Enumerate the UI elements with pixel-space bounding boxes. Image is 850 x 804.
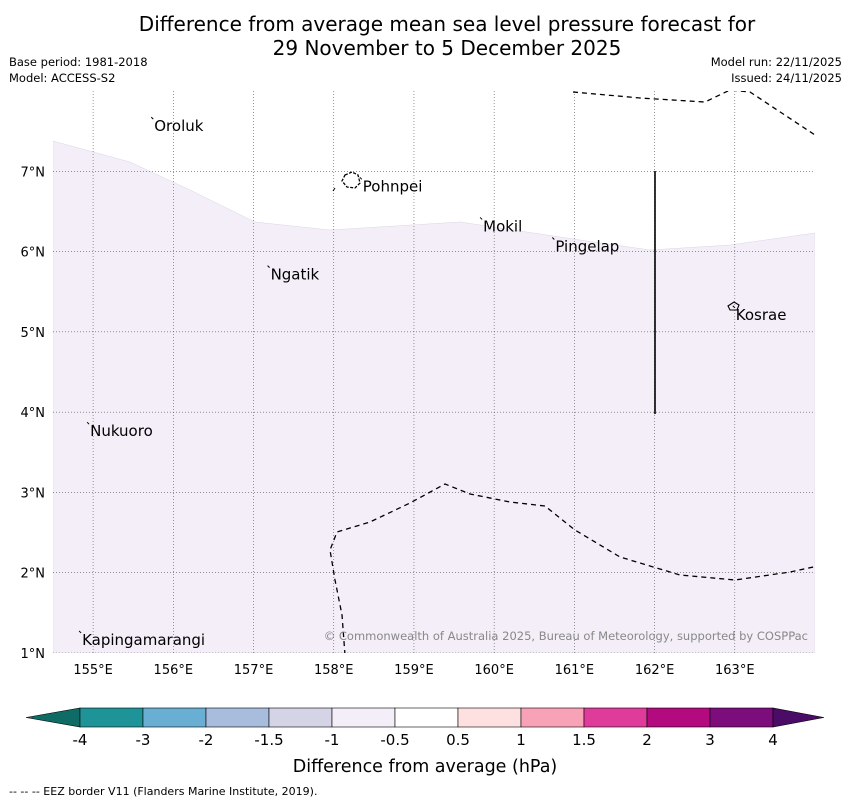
lat-tick-label: 7°N xyxy=(21,165,46,180)
lat-tick-label: 5°N xyxy=(21,326,46,341)
colorbar-high-extend xyxy=(772,707,825,728)
place-marker xyxy=(732,305,736,309)
map-area: Oroluk Pohnpei Mokil Pingelap Ngatik Kosrae Nu… xyxy=(53,91,815,653)
place-label: Kosrae xyxy=(736,306,787,324)
place-label: Oroluk xyxy=(154,117,203,135)
axis-labels: 155°E 156°E 157°E 158°E 159°E 160°E 161°E 162°E… xyxy=(21,165,755,678)
place-marker xyxy=(359,176,363,180)
place-label: Kapingamarangi xyxy=(82,631,205,649)
colorbar-tick-label: 4 xyxy=(768,731,778,749)
colorbar-tick-label: -1.5 xyxy=(254,731,283,749)
colorbar-tick-label: -4 xyxy=(73,731,88,749)
negative-anomaly-region xyxy=(53,140,815,653)
place-label: Pohnpei xyxy=(363,177,423,195)
colorbar-swatch xyxy=(142,707,207,728)
lon-tick-label: 161°E xyxy=(555,663,595,678)
colorbar-swatch xyxy=(709,707,774,728)
place-marker xyxy=(267,265,270,268)
lon-tick-label: 158°E xyxy=(314,663,354,678)
colorbar-tick-label: 2 xyxy=(642,731,652,749)
colorbar-swatch xyxy=(457,707,522,728)
place-marker xyxy=(479,217,483,220)
model-name: Model: ACCESS-S2 xyxy=(9,71,116,85)
place-label: Nukuoro xyxy=(90,422,153,440)
colorbar-swatch xyxy=(331,707,396,728)
colorbar-tick-label: 1.5 xyxy=(572,731,596,749)
model-run: Model run: 22/11/2025 xyxy=(710,55,842,69)
colorbar-tick-label: 0.5 xyxy=(446,731,470,749)
place-marker xyxy=(86,421,90,425)
base-period: Base period: 1981-2018 xyxy=(9,55,148,69)
title-line-2: 29 November to 5 December 2025 xyxy=(272,36,622,60)
kosrae-island-outline xyxy=(727,301,740,311)
eez-border-north xyxy=(572,91,815,136)
lat-tick-label: 4°N xyxy=(21,406,46,421)
pohnpei-island-outline xyxy=(341,171,361,189)
colorbar-swatch xyxy=(583,707,648,728)
place-label: Ngatik xyxy=(271,266,320,284)
lon-tick-label: 155°E xyxy=(73,663,113,678)
lon-tick-label: 156°E xyxy=(154,663,194,678)
lon-tick-label: 157°E xyxy=(234,663,274,678)
place-marker xyxy=(78,630,82,634)
colorbar-swatch xyxy=(205,707,270,728)
colorbar-tick-label: 1 xyxy=(516,731,526,749)
islet-mark xyxy=(332,187,336,192)
place-marker xyxy=(551,237,555,240)
place-marker xyxy=(150,116,154,120)
map-title: Difference from average mean sea level p… xyxy=(0,12,850,60)
eez-footnote: -- -- -- EEZ border V11 (Flanders Marine… xyxy=(9,785,318,798)
meta-right: Model run: 22/11/2025 Issued: 24/11/2025 xyxy=(711,54,842,86)
colorbar-swatch xyxy=(394,707,459,728)
colorbar-low-extend xyxy=(25,707,81,728)
colorbar-swatch xyxy=(520,707,585,728)
lat-tick-label: 6°N xyxy=(21,246,46,261)
lon-tick-label: 162°E xyxy=(635,663,675,678)
colorbar-tick-label: -0.5 xyxy=(380,731,409,749)
place-label: Mokil xyxy=(483,217,522,235)
lon-tick-label: 159°E xyxy=(394,663,434,678)
colorbar-tick-label: -3 xyxy=(136,731,151,749)
colorbar-swatch xyxy=(646,707,711,728)
colorbar-tick-label: -1 xyxy=(325,731,340,749)
colorbar-label: Difference from average (hPa) xyxy=(293,757,558,777)
eez-border-south xyxy=(329,483,815,653)
copyright-notice: © Commonwealth of Australia 2025, Bureau… xyxy=(324,629,808,643)
lat-tick-label: 2°N xyxy=(21,567,46,582)
colorbar-swatch xyxy=(79,707,144,728)
lat-tick-label: 1°N xyxy=(21,647,46,662)
lon-tick-label: 160°E xyxy=(474,663,514,678)
meta-left: Base period: 1981-2018 Model: ACCESS-S2 xyxy=(9,54,148,86)
colorbar-tick-label: 3 xyxy=(705,731,715,749)
issued-date: Issued: 24/11/2025 xyxy=(731,71,842,85)
colorbar-swatch xyxy=(268,707,333,728)
title-line-1: Difference from average mean sea level p… xyxy=(138,12,756,36)
lat-tick-label: 3°N xyxy=(21,486,46,501)
place-label: Pingelap xyxy=(555,238,619,256)
place-labels: Oroluk Pohnpei Mokil Pingelap Ngatik Kosrae Nu… xyxy=(78,116,787,649)
colorbar: -4 -3 -2 -1.5 -1 -0.5 0.5 1 1.5 2 3 4 xyxy=(25,707,825,749)
lon-tick-label: 163°E xyxy=(715,663,755,678)
colorbar-tick-label: -2 xyxy=(199,731,214,749)
